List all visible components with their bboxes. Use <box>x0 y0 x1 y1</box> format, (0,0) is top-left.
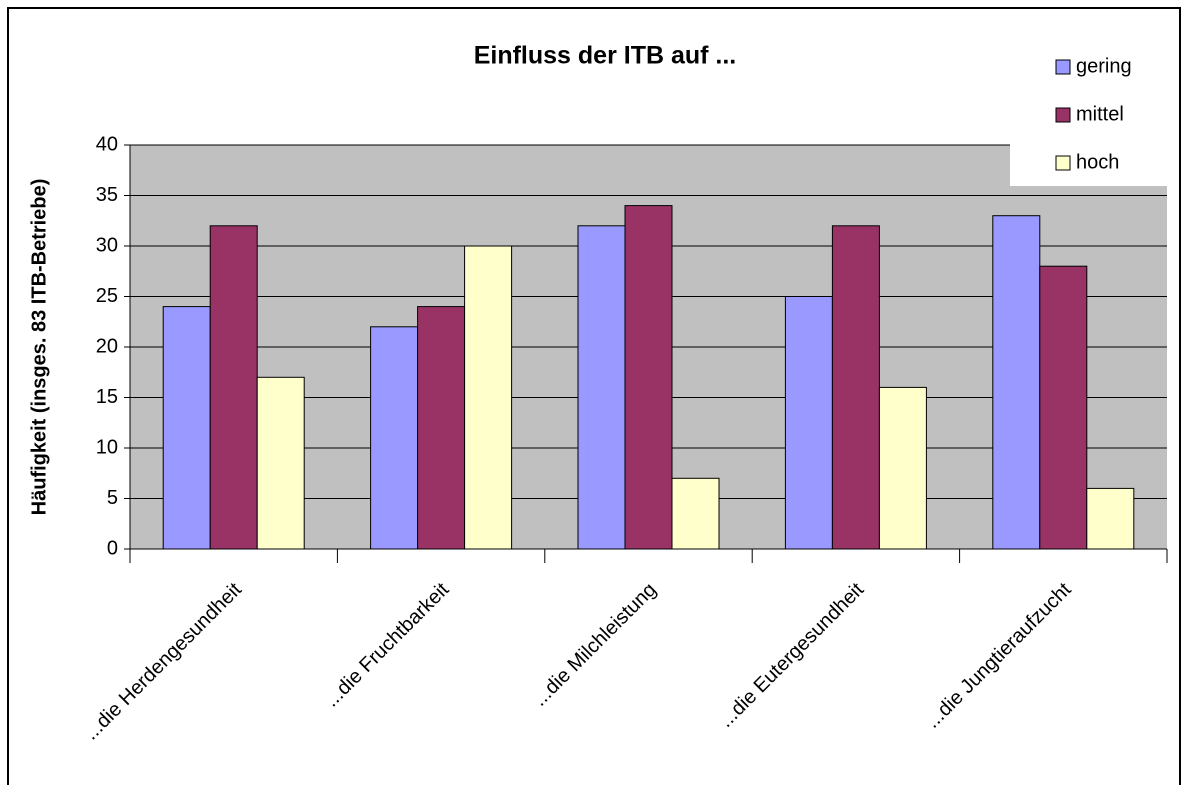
bar <box>370 326 419 550</box>
legend-swatch <box>1055 155 1071 171</box>
y-tick-label: 5 <box>107 487 118 509</box>
chart-border <box>7 7 1181 785</box>
legend-swatch <box>1055 59 1071 75</box>
bar <box>671 477 720 550</box>
legend-box <box>1010 38 1170 186</box>
bar <box>464 245 513 550</box>
chart-title: Einfluss der ITB auf ... <box>474 42 737 70</box>
bar <box>417 306 466 550</box>
y-axis-label: Häufigkeit (insges. 83 ITB-Betriebe) <box>28 179 50 516</box>
y-tick-label: 10 <box>96 436 118 458</box>
bar <box>624 205 673 550</box>
bar <box>577 225 626 550</box>
bar <box>992 215 1041 550</box>
bar <box>784 296 833 550</box>
bar <box>878 386 927 550</box>
bar <box>1039 265 1088 550</box>
bar <box>831 225 880 550</box>
y-tick-label: 0 <box>107 537 118 559</box>
bar <box>209 225 258 550</box>
y-tick-label: 25 <box>96 285 118 307</box>
bar <box>1086 487 1135 550</box>
legend-label: mittel <box>1076 103 1124 125</box>
y-tick-label: 35 <box>96 184 118 206</box>
y-tick-label: 20 <box>96 335 118 357</box>
bar <box>162 306 211 550</box>
legend-label: hoch <box>1076 151 1119 173</box>
y-tick-label: 15 <box>96 386 118 408</box>
y-tick-label: 40 <box>96 133 118 155</box>
legend-swatch <box>1055 107 1071 123</box>
y-tick-label: 30 <box>96 234 118 256</box>
bar <box>256 376 305 550</box>
legend-label: gering <box>1076 55 1132 77</box>
